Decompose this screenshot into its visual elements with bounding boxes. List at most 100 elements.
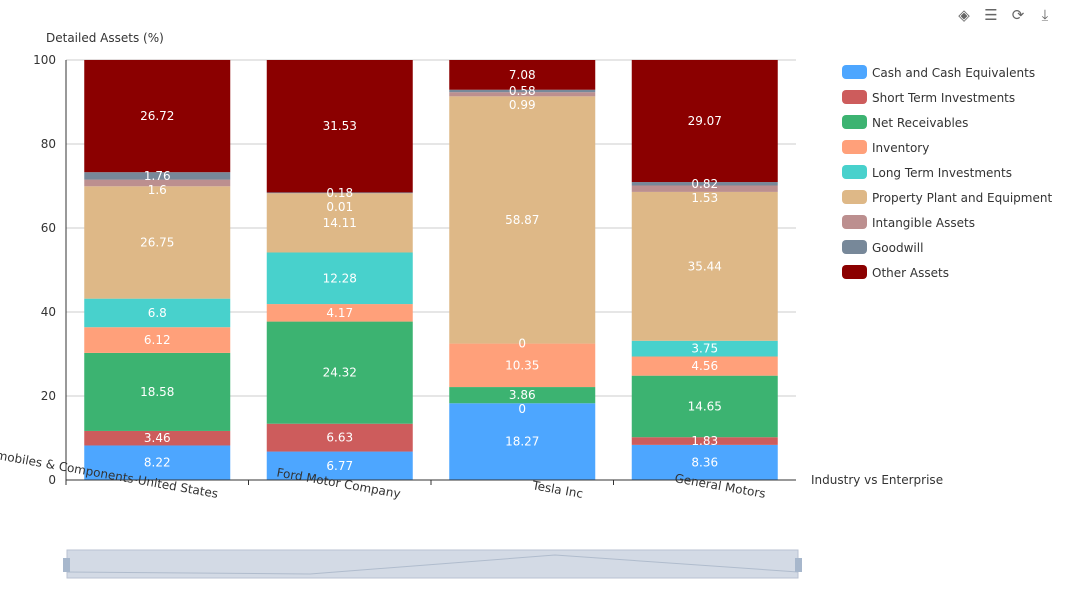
slider-handle-right[interactable]	[795, 558, 802, 572]
data-label: 14.11	[323, 216, 357, 230]
data-label: 0.01	[326, 200, 353, 214]
bar-segment[interactable]	[631, 191, 778, 341]
bar-segment[interactable]	[631, 444, 778, 480]
legend-item[interactable]: Short Term Investments	[842, 90, 1015, 105]
slider-handle-left[interactable]	[63, 558, 70, 572]
bar-segment[interactable]	[449, 403, 596, 480]
legend-item[interactable]: Net Receivables	[842, 115, 968, 130]
bar-segment[interactable]	[84, 186, 231, 299]
legend-item[interactable]: Property Plant and Equipment	[842, 190, 1052, 205]
legend-swatch	[842, 190, 867, 204]
bar-segment[interactable]	[449, 89, 596, 93]
bar-segment[interactable]	[84, 430, 231, 446]
x-axis-title: Industry vs Enterprise	[811, 473, 943, 487]
data-label: 1.83	[691, 434, 718, 448]
bar-segment[interactable]	[449, 96, 596, 344]
bar-segment[interactable]	[266, 252, 413, 305]
legend-item[interactable]: Long Term Investments	[842, 165, 1012, 180]
legend-item[interactable]: Other Assets	[842, 265, 949, 280]
bar-segment[interactable]	[631, 182, 778, 186]
restore-icon[interactable]: ⟳	[1011, 6, 1025, 24]
bar-segment[interactable]	[631, 59, 778, 183]
data-label: 3.86	[509, 388, 536, 402]
bar-segment[interactable]	[631, 185, 778, 192]
bar-segment[interactable]	[449, 387, 596, 404]
x-tick-label: Tesla Inc	[530, 478, 584, 501]
bar-segment[interactable]	[84, 179, 231, 187]
bar-segment[interactable]	[266, 193, 413, 253]
data-label: 4.56	[691, 359, 718, 373]
legend-swatch	[842, 165, 867, 179]
legend-item[interactable]: Inventory	[842, 140, 929, 155]
bar-segment[interactable]	[449, 92, 596, 97]
bar-segment[interactable]	[449, 343, 596, 388]
data-label: 0.58	[509, 84, 536, 98]
legend-swatch	[842, 65, 867, 79]
bar-segment[interactable]	[266, 60, 413, 193]
download-icon[interactable]: ⤓	[1041, 6, 1049, 24]
data-view-icon[interactable]: ☰	[984, 6, 998, 24]
data-label: 29.07	[688, 114, 722, 128]
data-label: 8.22	[144, 456, 171, 470]
legend-label: Other Assets	[872, 266, 949, 280]
bar-segment[interactable]	[266, 192, 413, 194]
legend-label: Net Receivables	[872, 116, 968, 130]
bar-segment[interactable]	[449, 60, 596, 90]
legend-label: Inventory	[872, 141, 929, 155]
data-label: 1.6	[148, 183, 167, 197]
data-label: 0.18	[326, 186, 353, 200]
y-axis-title: Detailed Assets (%)	[46, 31, 164, 45]
y-tick-label: 100	[33, 53, 56, 67]
data-label: 7.08	[509, 68, 536, 82]
bar-segment[interactable]	[84, 327, 231, 353]
data-label: 24.32	[323, 366, 357, 380]
data-label: 3.46	[144, 431, 171, 445]
bar-segment[interactable]	[84, 445, 231, 480]
bar-segment[interactable]	[84, 59, 231, 173]
data-label: 6.8	[148, 306, 167, 320]
data-label: 0.82	[691, 177, 718, 191]
data-label: 6.63	[326, 431, 353, 445]
bar-segment[interactable]	[266, 304, 413, 322]
data-label: 4.17	[326, 306, 353, 320]
bar-segment[interactable]	[84, 298, 231, 328]
data-label: 0	[518, 337, 526, 351]
bar-segment[interactable]	[84, 172, 231, 180]
legend-swatch	[842, 215, 867, 229]
data-label: 6.77	[326, 459, 353, 473]
y-tick-label: 60	[41, 221, 56, 235]
data-label: 12.28	[323, 271, 357, 285]
bar-segment[interactable]	[266, 451, 413, 480]
data-label: 26.72	[140, 109, 174, 123]
data-label: 6.12	[144, 333, 171, 347]
y-tick-label: 80	[41, 137, 56, 151]
data-label: 58.87	[505, 213, 539, 227]
legend-swatch	[842, 265, 867, 279]
legend-label: Goodwill	[872, 241, 923, 255]
bar-segment[interactable]	[631, 340, 778, 357]
legend-swatch	[842, 240, 867, 254]
data-label: 0	[518, 402, 526, 416]
data-label: 3.75	[691, 342, 718, 356]
legend-label: Short Term Investments	[872, 91, 1015, 105]
bar-segment[interactable]	[84, 352, 231, 431]
bar-segment[interactable]	[631, 356, 778, 376]
y-tick-label: 0	[48, 473, 56, 487]
data-label: 18.58	[140, 385, 174, 399]
legend-item[interactable]: Cash and Cash Equivalents	[842, 65, 1035, 80]
legend-swatch	[842, 140, 867, 154]
legend-label: Long Term Investments	[872, 166, 1012, 180]
bar-segment[interactable]	[631, 437, 778, 445]
legend-item[interactable]: Intangible Assets	[842, 215, 975, 230]
bar-segment[interactable]	[266, 423, 413, 452]
tag-icon[interactable]: ◈	[958, 6, 970, 24]
data-label: 35.44	[688, 259, 722, 273]
legend-item[interactable]: Goodwill	[842, 240, 923, 255]
y-tick-label: 20	[41, 389, 56, 403]
bar-segment[interactable]	[631, 375, 778, 438]
bar-segment[interactable]	[266, 321, 413, 424]
datazoom-slider[interactable]	[63, 549, 802, 579]
legend-label: Intangible Assets	[872, 216, 975, 230]
data-label: 0.99	[509, 98, 536, 112]
data-label: 10.35	[505, 358, 539, 372]
